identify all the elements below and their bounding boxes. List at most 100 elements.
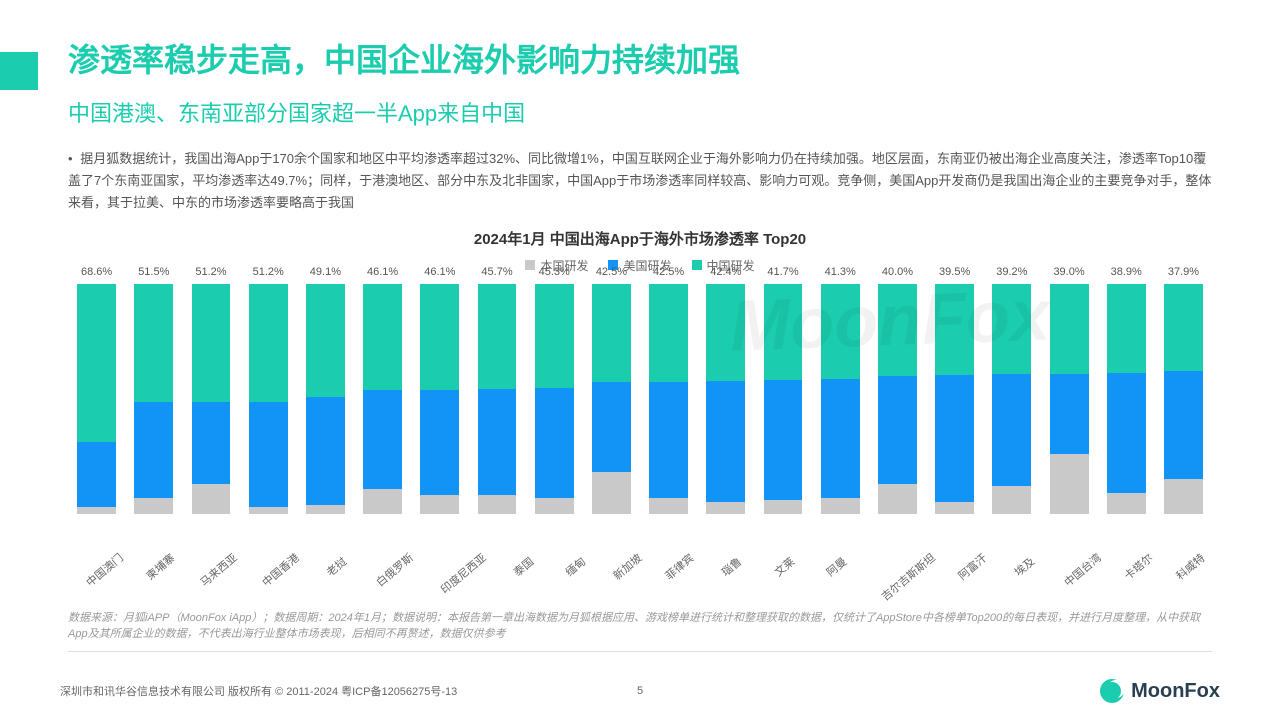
- bar-segment-china: [1164, 284, 1203, 371]
- bar-segment-china: [134, 284, 173, 402]
- x-axis-label: 瑙鲁: [714, 538, 764, 584]
- bar-value-label: 42.5%: [596, 266, 627, 280]
- bar-segment-domestic: [592, 472, 631, 513]
- bar-column: 40.0%: [869, 284, 926, 514]
- page-title: 渗透率稳步走高，中国企业海外影响力持续加强: [68, 40, 1220, 82]
- x-axis-label: 阿富汗: [954, 538, 1004, 584]
- bar-column: 39.5%: [926, 284, 983, 514]
- bar-value-label: 41.3%: [825, 266, 856, 280]
- x-axis-label: 文莱: [766, 538, 816, 584]
- bar-stack: [363, 284, 402, 514]
- bar-stack: [592, 284, 631, 514]
- bar-column: 42.5%: [640, 284, 697, 514]
- bar-segment-china: [535, 284, 574, 388]
- x-axis-label: 新加坡: [609, 538, 659, 584]
- bar-stack: [764, 284, 803, 514]
- x-axis-label: 老挝: [318, 538, 368, 584]
- bar-column: 41.3%: [812, 284, 869, 514]
- bar-value-label: 38.9%: [1111, 266, 1142, 280]
- footer-brand: MoonFox: [1099, 678, 1220, 704]
- x-axis-label: 阿曼: [818, 538, 868, 584]
- source-note: 数据来源：月狐iAPP（MoonFox iApp）；数据周期：2024年1月；数…: [68, 610, 1212, 652]
- bar-stack: [706, 284, 745, 514]
- bar-stack: [878, 284, 917, 514]
- x-axis-label: 中国香港: [259, 538, 317, 590]
- bar-value-label: 37.9%: [1168, 266, 1199, 280]
- bar-stack: [992, 284, 1031, 514]
- x-axis-label: 柬埔寨: [142, 538, 192, 584]
- accent-bar: [0, 52, 38, 90]
- bar-segment-china: [363, 284, 402, 390]
- bar-segment-us: [249, 402, 288, 507]
- bar-segment-domestic: [1164, 479, 1203, 514]
- bar-column: 51.5%: [125, 284, 182, 514]
- bar-column: 46.1%: [354, 284, 411, 514]
- footer-page-number: 5: [637, 685, 643, 697]
- footer: 深圳市和讯华谷信息技术有限公司 版权所有 © 2011-2024 粤ICP备12…: [60, 678, 1220, 704]
- x-axis-label: 印度尼西亚: [437, 538, 503, 597]
- bar-segment-china: [420, 284, 459, 390]
- bar-column: 51.2%: [182, 284, 239, 514]
- x-axis-label: 缅甸: [557, 538, 607, 584]
- bar-segment-china: [935, 284, 974, 375]
- bar-column: 39.2%: [983, 284, 1040, 514]
- bar-segment-us: [478, 389, 517, 495]
- bar-segment-us: [420, 390, 459, 496]
- bar-column: 46.1%: [411, 284, 468, 514]
- bar-value-label: 51.2%: [195, 266, 226, 280]
- bar-value-label: 51.5%: [138, 266, 169, 280]
- bar-column: 42.5%: [583, 284, 640, 514]
- x-axis-label: 马来西亚: [197, 538, 255, 590]
- bar-value-label: 42.5%: [653, 266, 684, 280]
- x-axis-label: 泰国: [505, 538, 555, 584]
- x-axis-label: 白俄罗斯: [373, 538, 431, 590]
- bar-segment-domestic: [306, 505, 345, 514]
- bar-segment-us: [77, 442, 116, 507]
- bar-segment-china: [764, 284, 803, 380]
- x-axis-label: 中国澳门: [83, 538, 141, 590]
- bar-segment-china: [1050, 284, 1089, 374]
- bar-segment-us: [306, 397, 345, 505]
- bar-column: 51.2%: [240, 284, 297, 514]
- bar-segment-china: [192, 284, 231, 402]
- bar-column: 39.0%: [1040, 284, 1097, 514]
- footer-copyright: 深圳市和讯华谷信息技术有限公司 版权所有 © 2011-2024 粤ICP备12…: [60, 683, 457, 699]
- bar-segment-china: [77, 284, 116, 442]
- bar-segment-us: [363, 390, 402, 489]
- bar-segment-china: [592, 284, 631, 382]
- bar-segment-us: [592, 382, 631, 473]
- bar-segment-china: [478, 284, 517, 389]
- bar-segment-domestic: [878, 484, 917, 514]
- bar-column: 49.1%: [297, 284, 354, 514]
- bar-value-label: 51.2%: [253, 266, 284, 280]
- bar-value-label: 49.1%: [310, 266, 341, 280]
- bar-segment-domestic: [420, 495, 459, 513]
- bar-segment-domestic: [478, 495, 517, 513]
- bar-column: 41.7%: [754, 284, 811, 514]
- page-subtitle: 中国港澳、东南亚部分国家超一半App来自中国: [68, 96, 1220, 128]
- bar-stack: [935, 284, 974, 514]
- moonfox-logo-icon: [1099, 678, 1125, 704]
- footer-brand-text: MoonFox: [1131, 680, 1220, 703]
- chart-container: 2024年1月 中国出海App于海外市场渗透率 Top20 本国研发美国研发中国…: [68, 228, 1212, 564]
- bar-column: 37.9%: [1155, 284, 1212, 514]
- bar-segment-us: [649, 382, 688, 498]
- bar-segment-domestic: [992, 486, 1031, 514]
- bullet-marker: •: [68, 151, 73, 166]
- bar-segment-domestic: [764, 500, 803, 514]
- body-paragraph: • 据月狐数据统计，我国出海App于170余个国家和地区中平均渗透率超过32%、…: [68, 148, 1212, 214]
- bar-segment-us: [935, 375, 974, 503]
- bar-column: 45.7%: [468, 284, 525, 514]
- bar-segment-us: [764, 380, 803, 500]
- bar-value-label: 39.2%: [996, 266, 1027, 280]
- bar-segment-domestic: [1050, 454, 1089, 514]
- bar-value-label: 42.4%: [710, 266, 741, 280]
- bar-stack: [420, 284, 459, 514]
- bar-stack: [1107, 284, 1146, 514]
- bar-value-label: 40.0%: [882, 266, 913, 280]
- chart-plot: 68.6%51.5%51.2%51.2%49.1%46.1%46.1%45.7%…: [68, 284, 1212, 564]
- bar-stack: [306, 284, 345, 514]
- bar-segment-domestic: [1107, 493, 1146, 514]
- bar-stack: [649, 284, 688, 514]
- bar-value-label: 39.0%: [1053, 266, 1084, 280]
